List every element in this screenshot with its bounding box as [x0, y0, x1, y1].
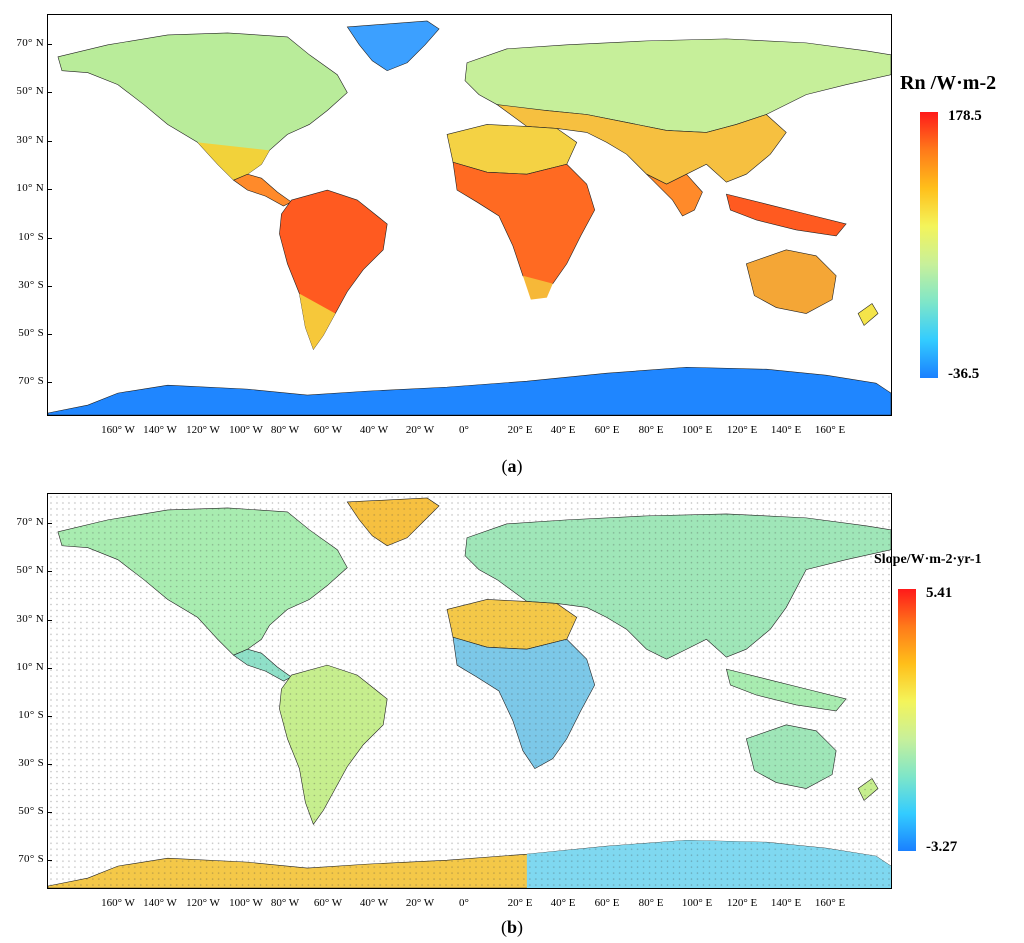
y-tick-30n: 30° N	[16, 134, 44, 146]
x-tick-20e: 20° E	[507, 424, 533, 436]
greenland-region	[346, 20, 440, 72]
x-tick-100w-b: 100° W	[229, 897, 263, 909]
y-tick-70n-b: 70° N	[16, 516, 44, 528]
y-tick-10n: 10° N	[16, 182, 44, 194]
world-map-slope	[48, 494, 891, 888]
x-tick-140e: 140° E	[770, 424, 802, 436]
legend-max-a: 178.5	[948, 108, 982, 124]
x-tick-140e-b: 140° E	[770, 897, 802, 909]
x-tick-20w-b: 20° W	[405, 897, 435, 909]
central-america-region	[232, 173, 293, 207]
x-tick-60e: 60° E	[594, 424, 620, 436]
x-tick-60w: 60° W	[313, 424, 343, 436]
y-tick-50s-b: 50° S	[18, 805, 44, 817]
x-tick-40w-b: 40° W	[359, 897, 389, 909]
x-tick-40w: 40° W	[359, 424, 389, 436]
y-tick-10s: 10° S	[18, 231, 44, 243]
legend-min-a: -36.5	[948, 366, 980, 382]
x-tick-120w: 120° W	[186, 424, 220, 436]
legend-title-a: Rn /W·m-2	[900, 72, 997, 94]
x-tick-60w-b: 60° W	[313, 897, 343, 909]
maritime-asia-region	[725, 193, 847, 237]
legend-title-b: Slope/W·m-2·yr-1	[874, 552, 982, 567]
x-tick-120e-b: 120° E	[726, 897, 758, 909]
colorbar-b	[898, 589, 916, 851]
y-tick-10n-b: 10° N	[16, 661, 44, 673]
x-tick-0: 0°	[459, 424, 469, 436]
x-tick-160w-b: 160° W	[101, 897, 135, 909]
y-tick-30n-b: 30° N	[16, 613, 44, 625]
x-tick-20w: 20° W	[405, 424, 435, 436]
legend-min-b: -3.27	[926, 839, 958, 855]
panel-label-a: (a)	[501, 456, 523, 476]
x-tick-100e: 100° E	[681, 424, 713, 436]
panel-b-slope: 70° N 50° N 30° N 10° N 10° S 30° S 50° …	[0, 487, 1024, 943]
panel-a-net-radiation: 70° N 50° N 30° N 10° N 10° S 30° S 50° …	[16, 14, 997, 476]
x-tick-160e: 160° E	[814, 424, 846, 436]
africa-south-region	[522, 275, 553, 300]
x-tick-120e: 120° E	[726, 424, 758, 436]
x-tick-0-b: 0°	[459, 897, 469, 909]
x-tick-60e-b: 60° E	[594, 897, 620, 909]
south-america-region	[279, 189, 388, 350]
x-tick-40e-b: 40° E	[550, 897, 576, 909]
x-tick-80e-b: 80° E	[638, 897, 664, 909]
y-tick-30s: 30° S	[18, 279, 44, 291]
north-america-region	[57, 32, 348, 181]
x-tick-80e: 80° E	[638, 424, 664, 436]
map-frame-a	[47, 14, 892, 416]
colorbar-a	[920, 112, 938, 378]
x-tick-140w-b: 140° W	[143, 897, 177, 909]
y-tick-70n: 70° N	[16, 37, 44, 49]
y-tick-30s-b: 30° S	[18, 757, 44, 769]
x-tick-20e-b: 20° E	[507, 897, 533, 909]
world-map-rn	[48, 20, 891, 415]
y-tick-70s: 70° S	[18, 375, 44, 387]
x-tick-160w: 160° W	[101, 424, 135, 436]
panel-label-b: (b)	[500, 917, 523, 937]
y-tick-50s: 50° S	[18, 327, 44, 339]
x-tick-160e-b: 160° E	[814, 897, 846, 909]
x-tick-80w: 80° W	[270, 424, 300, 436]
map-frame-b	[47, 493, 892, 889]
north-america-south	[197, 142, 270, 181]
australia-region	[745, 249, 837, 314]
y-tick-50n-b: 50° N	[16, 564, 44, 576]
y-tick-70s-b: 70° S	[18, 853, 44, 865]
y-tick-10s-b: 10° S	[18, 709, 44, 721]
y-tick-50n: 50° N	[16, 85, 44, 97]
x-tick-120w-b: 120° W	[186, 897, 220, 909]
new-zealand-region	[857, 303, 879, 326]
legend-max-b: 5.41	[926, 585, 953, 601]
x-tick-80w-b: 80° W	[270, 897, 300, 909]
significance-stipple	[48, 494, 891, 888]
x-tick-140w: 140° W	[143, 424, 177, 436]
eurasia-south-region	[495, 104, 787, 185]
x-tick-100w: 100° W	[229, 424, 263, 436]
x-tick-40e: 40° E	[550, 424, 576, 436]
antarctica-region	[48, 366, 891, 415]
south-america-tip	[299, 293, 336, 350]
africa-central-region	[452, 161, 596, 295]
south-asia-region	[646, 173, 703, 217]
x-tick-100e-b: 100° E	[681, 897, 713, 909]
